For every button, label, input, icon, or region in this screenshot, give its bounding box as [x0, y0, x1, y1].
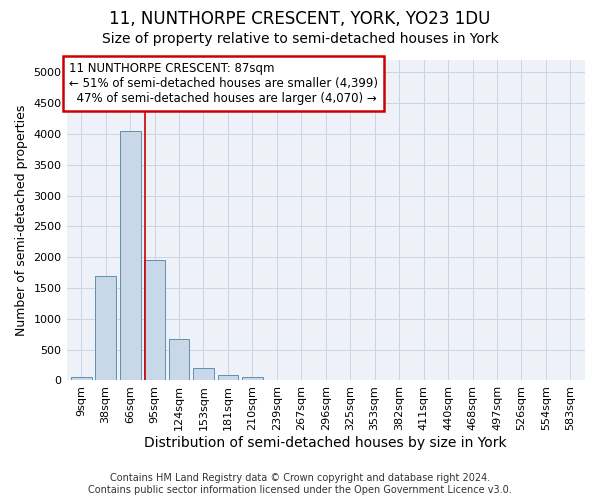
Bar	[71, 378, 92, 380]
Bar	[95, 276, 116, 380]
Y-axis label: Number of semi-detached properties: Number of semi-detached properties	[15, 104, 28, 336]
Text: 11 NUNTHORPE CRESCENT: 87sqm
← 51% of semi-detached houses are smaller (4,399)
 : 11 NUNTHORPE CRESCENT: 87sqm ← 51% of se…	[69, 62, 378, 104]
Text: 11, NUNTHORPE CRESCENT, YORK, YO23 1DU: 11, NUNTHORPE CRESCENT, YORK, YO23 1DU	[109, 10, 491, 28]
Bar	[242, 377, 263, 380]
Bar	[120, 131, 140, 380]
Text: Contains HM Land Registry data © Crown copyright and database right 2024.
Contai: Contains HM Land Registry data © Crown c…	[88, 474, 512, 495]
X-axis label: Distribution of semi-detached houses by size in York: Distribution of semi-detached houses by …	[145, 436, 507, 450]
Bar	[169, 339, 190, 380]
Bar	[218, 375, 238, 380]
Text: Size of property relative to semi-detached houses in York: Size of property relative to semi-detach…	[101, 32, 499, 46]
Bar	[144, 260, 165, 380]
Bar	[193, 368, 214, 380]
